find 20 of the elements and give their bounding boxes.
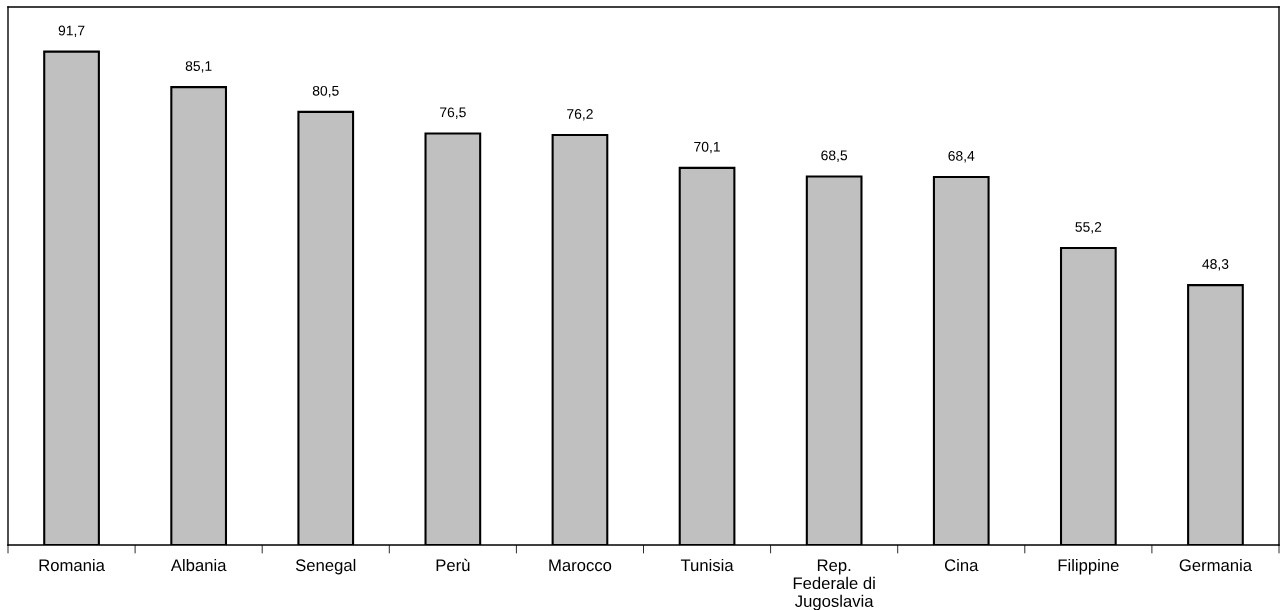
x-tick-label: Perù [436,558,470,572]
x-tick-label: Tunisia [680,558,734,572]
x-tick-label: Germania [1179,558,1253,572]
x-tick-label: Cina [944,558,979,572]
data-label: 76,5 [440,107,466,119]
data-label: 68,4 [948,150,975,163]
data-label: 91,7 [58,25,85,38]
x-tick-label: Senegal [295,558,356,575]
data-label: 76,2 [567,109,593,121]
data-label: 48,3 [1202,259,1229,271]
data-label: 85,1 [185,61,212,73]
data-label: 70,1 [694,141,720,154]
x-tick-label: Albania [170,558,227,572]
x-tick-label: Romania [39,558,105,572]
data-label: 80,5 [312,85,339,98]
x-tick-label: Marocco [549,559,612,572]
data-label: 55,2 [1075,221,1102,234]
data-label: 68,5 [821,150,848,162]
x-tick-label: Rep. Federale di Jugoslavia [793,559,875,610]
x-tick-label: Filippine [1058,558,1119,575]
